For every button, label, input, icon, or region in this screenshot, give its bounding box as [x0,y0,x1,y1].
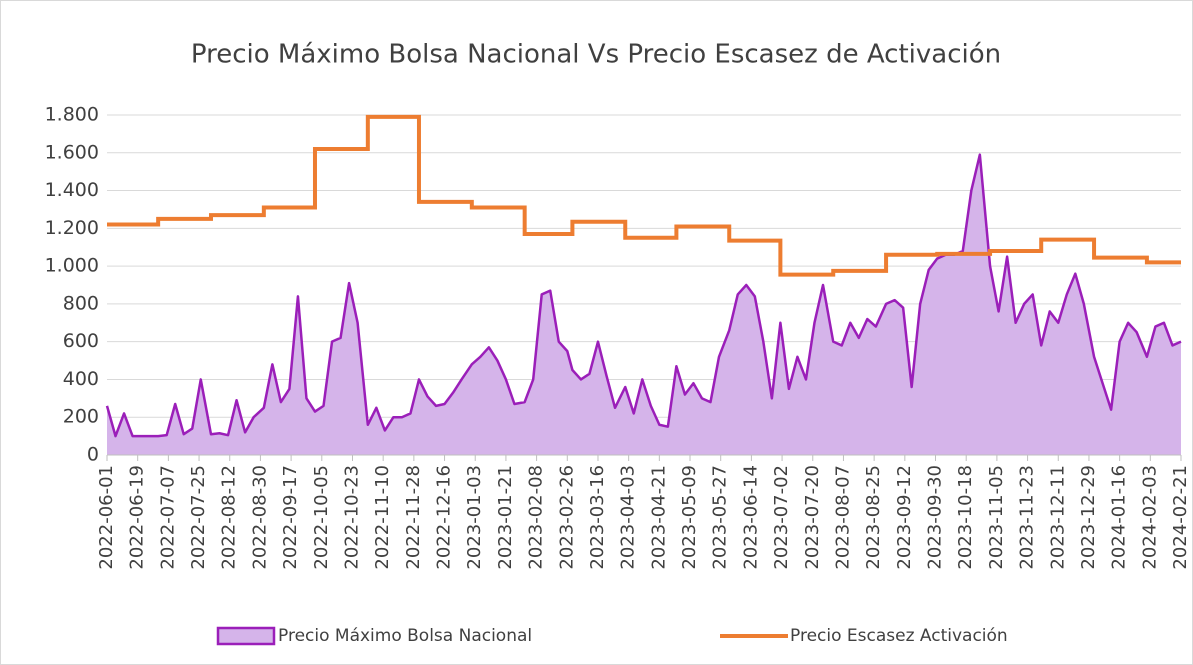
x-tick-label: 2022-06-01 [96,465,117,570]
x-tick-label: 2022-12-16 [434,465,455,570]
x-tick-label: 2024-02-21 [1170,465,1191,570]
x-tick-label: 2022-10-23 [341,465,362,570]
line [105,153,1182,438]
x-tick-label: 2022-09-17 [280,465,301,570]
x-tick-label: 2023-11-05 [986,465,1007,570]
x-tick-label: 2023-09-30 [925,465,946,570]
x-tick-label: 2023-04-03 [618,465,639,570]
x-tick-label: 2023-07-02 [771,465,792,570]
x-tick-label: 2023-05-27 [710,465,731,570]
y-tick-label: 400 [63,368,99,390]
x-tick-label: 2022-06-19 [127,465,148,570]
x-tick-label: 2023-07-20 [802,465,823,570]
y-tick-label: 200 [63,406,99,428]
x-tick-label: 2023-03-16 [587,465,608,570]
y-tick-label: 0 [87,444,99,466]
x-tick-label: 2023-01-03 [464,465,485,570]
x-tick-label: 2023-04-21 [648,465,669,570]
x-tick-label: 2023-10-18 [955,465,976,570]
x-tick-label: 2023-09-12 [894,465,915,570]
legend-label: Precio Escasez Activación [790,626,1008,646]
x-tick-label: 2022-10-05 [311,465,332,570]
y-tick-label: 1.600 [45,141,99,163]
x-tick-label: 2022-08-30 [249,465,270,570]
y-tick-label: 1.800 [45,104,99,126]
legend-label: Precio Máximo Bolsa Nacional [278,626,532,646]
y-tick-label: 600 [63,330,99,352]
x-tick-label: 2022-11-10 [372,465,393,570]
legend-swatch [216,626,276,646]
step-line [107,114,1181,277]
x-tick-label: 2022-07-07 [157,465,178,570]
x-tick-label: 2023-05-09 [679,465,700,570]
y-tick-label: 1.000 [45,255,99,277]
x-tick-label: 2022-07-25 [188,465,209,570]
x-tick-label: 2023-06-14 [740,465,761,570]
x-tick-label: 2023-02-08 [526,465,547,570]
y-tick-label: 800 [63,292,99,314]
x-tick-label: 2023-01-21 [495,465,516,570]
x-tick-label: 2023-08-07 [832,465,853,570]
x-tick-label: 2023-12-29 [1078,465,1099,570]
x-tick-label: 2024-01-16 [1109,465,1130,570]
x-tick-label: 2024-02-03 [1139,465,1160,570]
y-tick-label: 1.400 [45,179,99,201]
x-tick-label: 2023-12-11 [1047,465,1068,570]
x-tick-label: 2023-08-25 [863,465,884,570]
x-tick-label: 2023-11-23 [1017,465,1038,570]
chart-title: Precio Máximo Bolsa Nacional Vs Precio E… [191,40,1001,70]
x-tick-label: 2023-02-26 [556,465,577,570]
x-tick-label: 2022-11-28 [403,465,424,570]
y-tick-label: 1.200 [45,217,99,239]
x-tick-label: 2022-08-12 [219,465,240,570]
